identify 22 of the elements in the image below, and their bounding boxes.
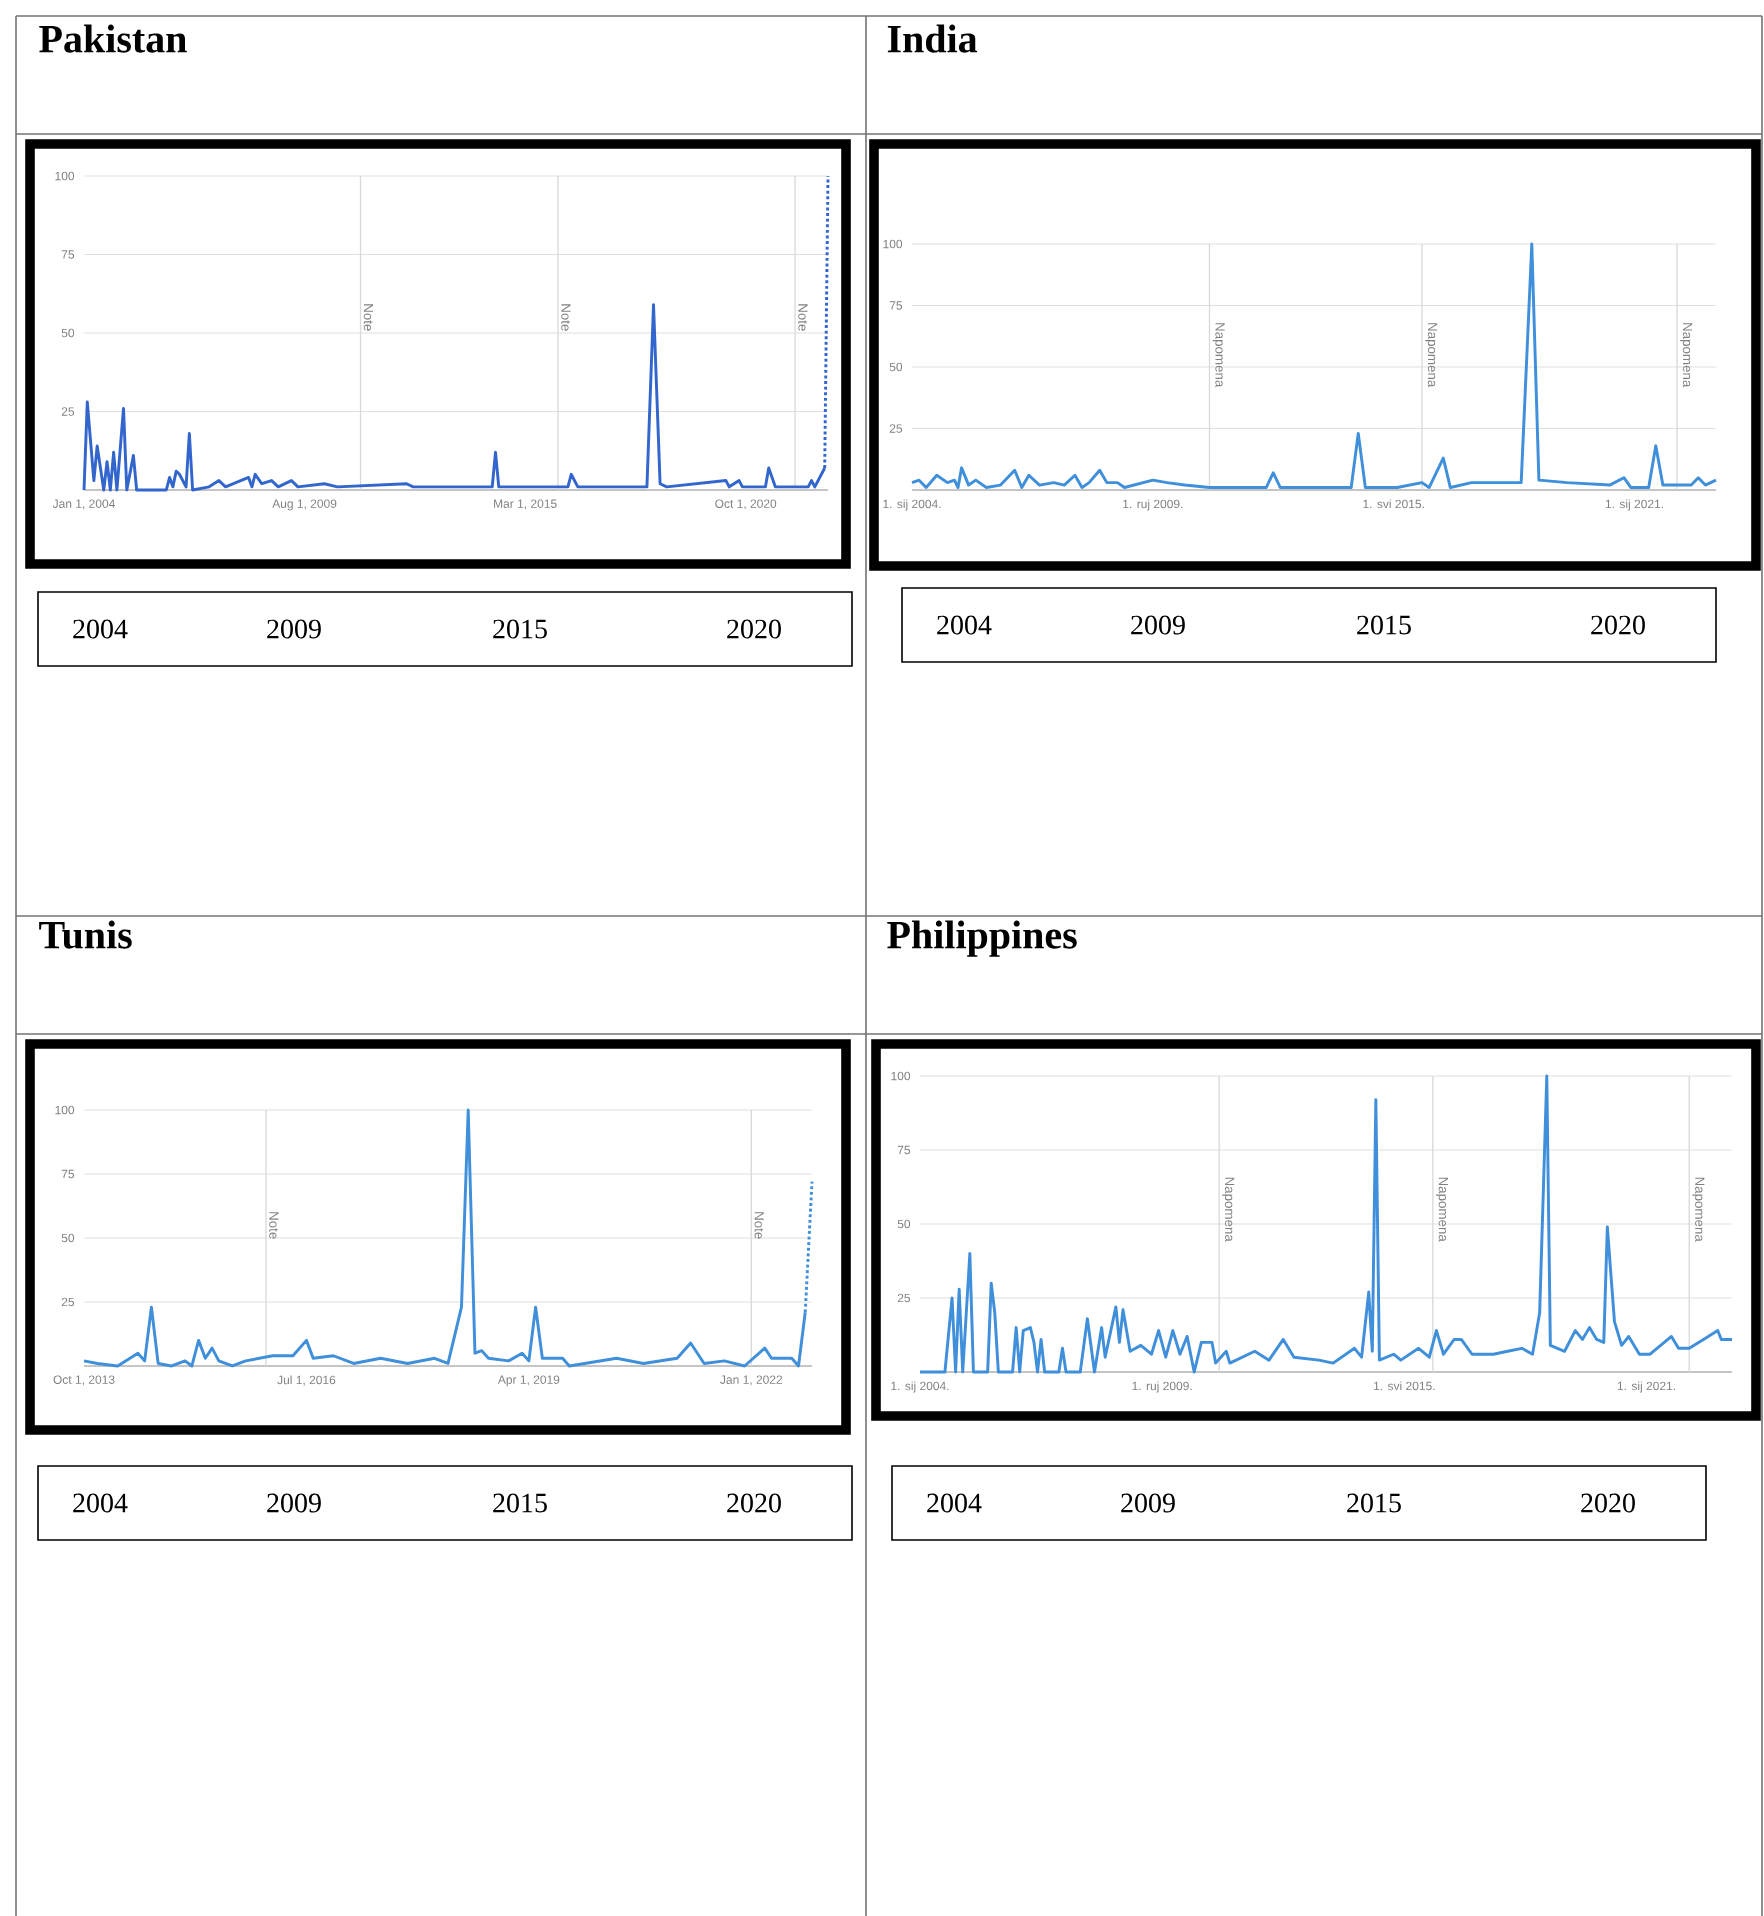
text: 2004 bbox=[937, 615, 992, 635]
text: 2004 bbox=[73, 1493, 128, 1513]
text: 2015 bbox=[493, 1493, 547, 1513]
text: 2009 bbox=[1121, 1493, 1175, 1513]
text: 2004 bbox=[927, 1493, 982, 1513]
text: 2009 bbox=[267, 1493, 321, 1513]
text: 2020 bbox=[727, 619, 781, 639]
text: 2020 bbox=[727, 1493, 781, 1513]
line-series bbox=[910, 242, 1718, 489]
text: 2020 bbox=[1581, 1493, 1635, 1513]
text: 2004 bbox=[73, 619, 128, 639]
text: 2015 bbox=[493, 619, 547, 639]
chart-title: Pakistan bbox=[39, 24, 187, 53]
chart-title: Tunis bbox=[39, 920, 132, 949]
text: 2009 bbox=[1131, 615, 1185, 635]
text: 2009 bbox=[267, 619, 321, 639]
text: 2015 bbox=[1357, 615, 1411, 635]
chart-title: India bbox=[887, 24, 978, 53]
line-series bbox=[918, 1074, 1734, 1374]
chart-title: Philippines bbox=[887, 920, 1077, 957]
text: 2015 bbox=[1347, 1493, 1401, 1513]
text: 2020 bbox=[1591, 615, 1645, 635]
